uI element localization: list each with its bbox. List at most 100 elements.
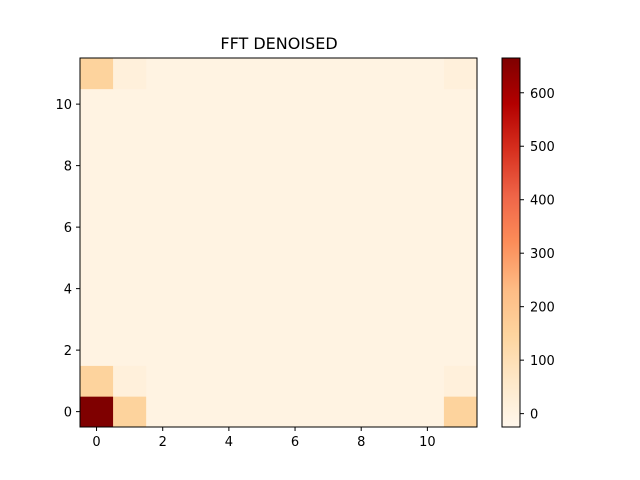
heatmap-cell bbox=[245, 88, 279, 120]
x-tick-label: 10 bbox=[419, 435, 436, 450]
heatmap-cell bbox=[245, 334, 279, 366]
heatmap-cell bbox=[113, 304, 147, 336]
colorbar-tick-label: 600 bbox=[530, 87, 555, 102]
y-tick-label: 10 bbox=[55, 98, 72, 113]
heatmap-cell bbox=[278, 365, 312, 397]
colorbar-axis: 0 100 200 300 400 500 600 bbox=[520, 87, 555, 423]
heatmap-cell bbox=[344, 242, 379, 274]
heatmap-cell bbox=[212, 150, 246, 182]
heatmap-cell bbox=[80, 181, 114, 213]
heatmap-cell bbox=[410, 242, 445, 274]
heatmap-cell bbox=[113, 119, 147, 151]
heatmap-cell bbox=[212, 119, 246, 151]
heatmap-cell bbox=[311, 396, 346, 428]
heatmap-cell bbox=[311, 365, 346, 397]
x-axis: 0 2 4 6 8 10 bbox=[92, 427, 436, 450]
heatmap-cell bbox=[377, 119, 412, 151]
heatmap-cell bbox=[443, 150, 478, 182]
heatmap-cell bbox=[179, 304, 213, 336]
heatmap-cell bbox=[80, 365, 114, 397]
heatmap-cell bbox=[212, 304, 246, 336]
heatmap-cell bbox=[410, 181, 445, 213]
heatmap-cell bbox=[344, 181, 379, 213]
heatmap-cell bbox=[179, 242, 213, 274]
heatmap-cell bbox=[146, 396, 180, 428]
heatmap-cell bbox=[179, 211, 213, 243]
heatmap-cell bbox=[443, 396, 478, 428]
heatmap-cell bbox=[80, 150, 114, 182]
heatmap-cell bbox=[344, 396, 379, 428]
heatmap-cell bbox=[278, 119, 312, 151]
heatmap-cell bbox=[410, 58, 445, 90]
heatmap-cell bbox=[311, 58, 346, 90]
heatmap-cell bbox=[311, 304, 346, 336]
heatmap-cell bbox=[278, 58, 312, 90]
heatmap-cell bbox=[278, 211, 312, 243]
heatmap-cell bbox=[146, 119, 180, 151]
chart-title: FFT DENOISED bbox=[220, 34, 337, 53]
heatmap-cell bbox=[344, 334, 379, 366]
colorbar-tick-label: 0 bbox=[530, 408, 538, 423]
colorbar-tick-label: 200 bbox=[530, 301, 555, 316]
heatmap-cell bbox=[377, 396, 412, 428]
x-tick-label: 4 bbox=[225, 435, 233, 450]
heatmap-cell bbox=[311, 273, 346, 305]
heatmap-cell bbox=[146, 88, 180, 120]
heatmap-cell bbox=[80, 242, 114, 274]
heatmap-cell bbox=[443, 88, 478, 120]
colorbar-tick-label: 500 bbox=[530, 140, 555, 155]
heatmap-cell bbox=[113, 396, 147, 428]
heatmap-cell bbox=[278, 181, 312, 213]
x-tick-label: 2 bbox=[159, 435, 167, 450]
heatmap-cell bbox=[278, 304, 312, 336]
heatmap-cell bbox=[377, 58, 412, 90]
heatmap-cell bbox=[377, 88, 412, 120]
heatmap-cell bbox=[410, 304, 445, 336]
heatmap-cell bbox=[410, 396, 445, 428]
heatmap-cell bbox=[443, 334, 478, 366]
heatmap-cell bbox=[311, 334, 346, 366]
heatmap-cell bbox=[245, 273, 279, 305]
heatmap-cell bbox=[443, 242, 478, 274]
heatmap-cell bbox=[443, 211, 478, 243]
heatmap-cell bbox=[245, 304, 279, 336]
heatmap-cell bbox=[80, 88, 114, 120]
heatmap-cell bbox=[113, 58, 147, 90]
heatmap-cell bbox=[278, 334, 312, 366]
heatmap-cell bbox=[410, 365, 445, 397]
heatmap-cell bbox=[113, 242, 147, 274]
heatmap-cell bbox=[443, 365, 478, 397]
heatmap-cell bbox=[80, 304, 114, 336]
heatmap-cell bbox=[245, 181, 279, 213]
heatmap-cell bbox=[113, 150, 147, 182]
y-tick-label: 0 bbox=[64, 406, 72, 421]
heatmap-cell bbox=[278, 150, 312, 182]
heatmap-cell bbox=[245, 242, 279, 274]
x-tick-label: 0 bbox=[92, 435, 100, 450]
heatmap-cell bbox=[377, 304, 412, 336]
heatmap-cell bbox=[179, 396, 213, 428]
heatmap-cell bbox=[410, 88, 445, 120]
heatmap-cell bbox=[212, 181, 246, 213]
heatmap-cell bbox=[146, 273, 180, 305]
heatmap-cell bbox=[212, 334, 246, 366]
heatmap-cell bbox=[179, 181, 213, 213]
heatmap-cell bbox=[80, 211, 114, 243]
heatmap-cell bbox=[410, 211, 445, 243]
heatmap-cell bbox=[80, 273, 114, 305]
heatmap-cell bbox=[344, 88, 379, 120]
heatmap-cell bbox=[311, 181, 346, 213]
heatmap-cell bbox=[146, 334, 180, 366]
colorbar-tick-label: 100 bbox=[530, 354, 555, 369]
heatmap-cell bbox=[179, 119, 213, 151]
heatmap-cell bbox=[179, 273, 213, 305]
heatmap-cell bbox=[113, 365, 147, 397]
heatmap-cell bbox=[443, 273, 478, 305]
heatmap-cells bbox=[80, 58, 478, 428]
heatmap-cell bbox=[311, 119, 346, 151]
heatmap-cell bbox=[377, 181, 412, 213]
heatmap-cell bbox=[311, 242, 346, 274]
heatmap-cell bbox=[146, 242, 180, 274]
heatmap-cell bbox=[146, 150, 180, 182]
